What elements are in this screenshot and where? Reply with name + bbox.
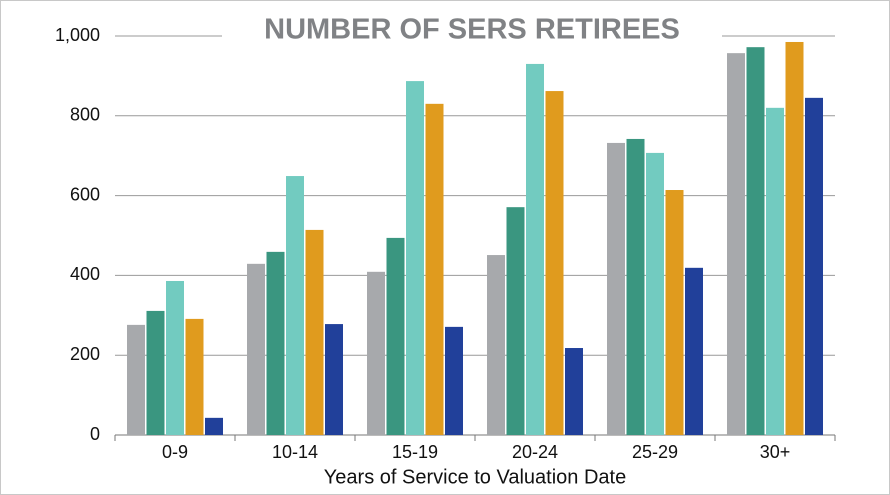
bar: [445, 326, 463, 435]
y-tick-label: 200: [70, 344, 100, 364]
bar: [746, 47, 765, 436]
bar: [785, 41, 804, 436]
bar: [406, 81, 424, 435]
bar: [266, 251, 285, 435]
x-tick-label: 15-19: [392, 442, 438, 462]
bar: [286, 176, 304, 435]
bar: [247, 263, 265, 435]
bar: [607, 142, 625, 435]
bar: [487, 255, 505, 435]
bar: [805, 97, 823, 435]
bar: [325, 324, 343, 435]
x-tick-label: 10-14: [272, 442, 318, 462]
y-tick-label: 1,000: [55, 25, 100, 45]
chart-title: NUMBER OF SERS RETIREES: [264, 14, 680, 46]
x-axis-label: Years of Service to Valuation Date: [324, 466, 626, 488]
bar: [386, 237, 405, 435]
bar: [565, 348, 583, 435]
bar: [626, 138, 645, 435]
y-tick-label: 400: [70, 264, 100, 284]
y-tick-label: 800: [70, 105, 100, 125]
bar: [766, 107, 784, 435]
bar: [305, 229, 324, 435]
bar: [646, 152, 664, 436]
bar: [146, 310, 165, 435]
bar: [205, 417, 223, 435]
bar: [185, 318, 204, 435]
title-background: [222, 12, 722, 50]
bar: [545, 91, 564, 435]
x-tick-label: 25-29: [632, 442, 678, 462]
x-tick-label: 0-9: [162, 442, 188, 462]
bar: [166, 280, 184, 435]
y-tick-label: 0: [90, 424, 100, 444]
x-tick-label: 20-24: [512, 442, 558, 462]
bar: [665, 190, 684, 435]
bar: [526, 63, 544, 436]
bar: [506, 207, 525, 435]
bar: [367, 271, 385, 435]
bar: [685, 267, 703, 435]
bar: [727, 53, 745, 435]
bar: [425, 103, 444, 435]
x-tick-label: 30+: [760, 442, 791, 462]
bar: [127, 324, 145, 435]
y-tick-label: 600: [70, 184, 100, 204]
